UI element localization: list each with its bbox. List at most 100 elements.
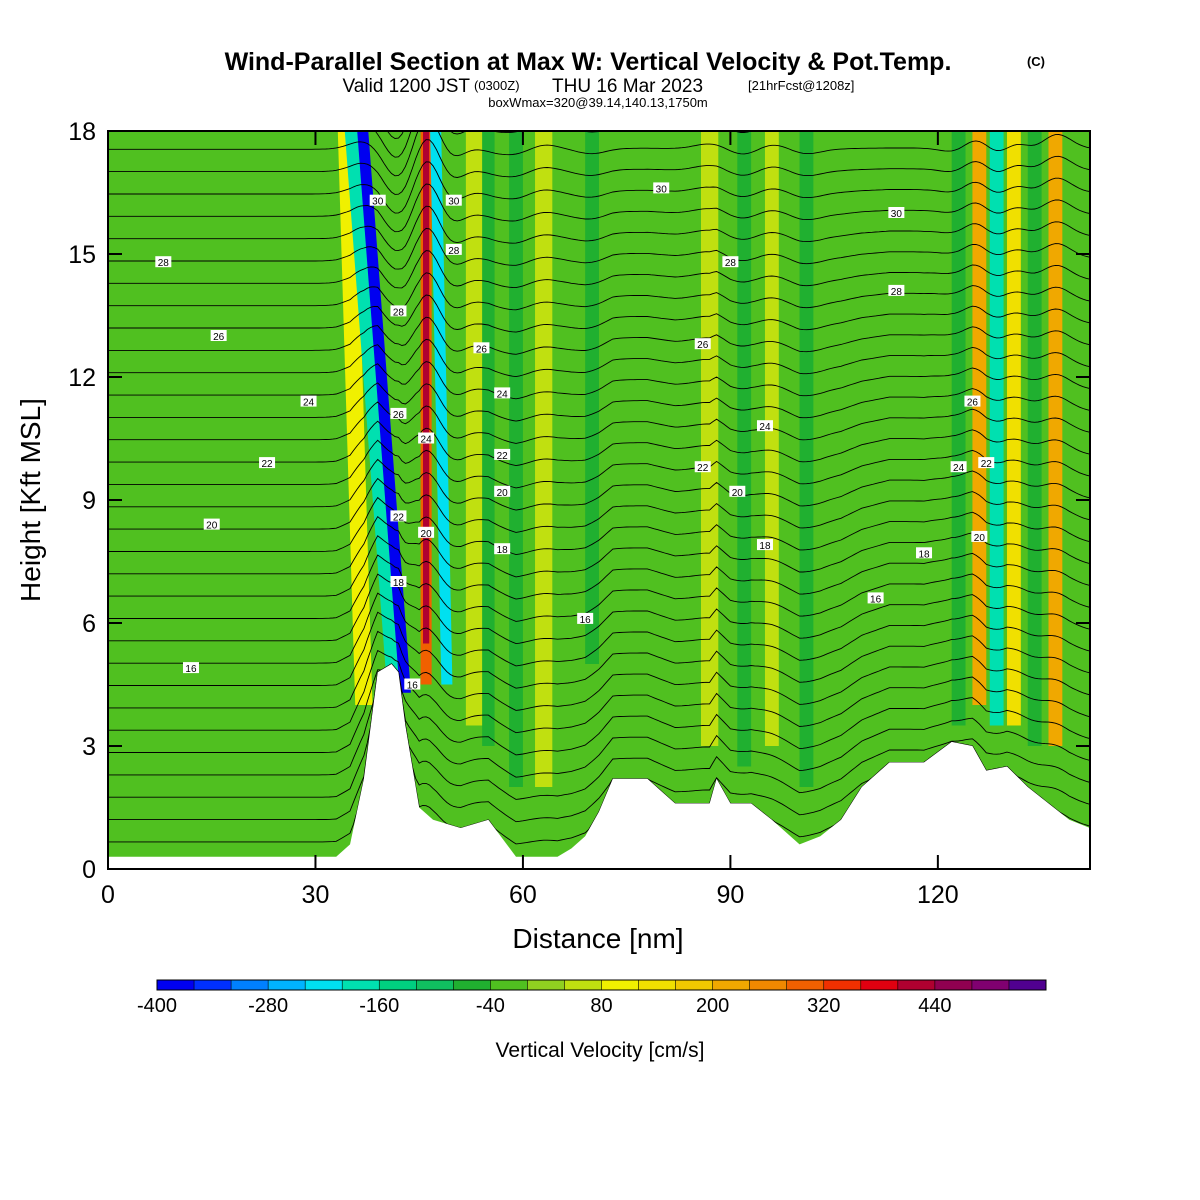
theta-contour (108, 663, 1090, 778)
theta-contour (108, 227, 1090, 270)
theta-contour (108, 630, 1090, 711)
contour-label-box (494, 485, 511, 497)
contour-label-box (694, 461, 711, 473)
contour-label-box (756, 420, 773, 432)
contour-label-box (390, 576, 407, 587)
contour-label-box (888, 284, 905, 296)
velocity-band (509, 131, 523, 787)
velocity-band (764, 131, 779, 746)
contour-label-box (978, 457, 995, 469)
x-tick-label: 30 (302, 881, 330, 909)
velocity-band (337, 131, 373, 705)
colorbar-swatch (268, 980, 306, 990)
velocity-band (430, 131, 453, 685)
contour-label-box (473, 342, 490, 354)
theta-contour (108, 338, 1090, 378)
theta-contour (108, 573, 1090, 645)
contour-label: 24 (494, 387, 511, 400)
contour-label: 16 (577, 612, 594, 626)
theta-contour (108, 611, 1090, 689)
contour-label-text: 28 (448, 246, 460, 257)
colorbar-title: Vertical Velocity [cm/s] (496, 1039, 705, 1062)
velocity-band (585, 131, 599, 664)
theta-contour (108, 139, 1090, 195)
contour-label: 26 (390, 407, 407, 421)
contour-label-box (203, 518, 220, 530)
colorbar-swatch (823, 980, 862, 990)
colorbar-swatch (231, 980, 269, 990)
contour-label-box (888, 207, 905, 218)
contour-label-box (494, 387, 511, 399)
contour-label: 22 (390, 510, 407, 523)
theta-contour (108, 516, 1090, 578)
colorbar-label: 200 (696, 995, 729, 1017)
theta-contour (108, 458, 1090, 511)
velocity-band (799, 131, 814, 787)
contour-label-text: 22 (497, 451, 509, 462)
contour-label-text: 24 (759, 422, 771, 433)
contour-label: 20 (203, 518, 220, 532)
contour-label-text: 18 (759, 541, 771, 552)
contour-label: 30 (369, 194, 386, 208)
contour-label-text: 16 (407, 681, 419, 692)
contour-label-box (577, 612, 594, 624)
y-tick-label: 6 (82, 610, 96, 638)
contour-label-text: 24 (303, 398, 315, 409)
theta-contour (108, 663, 1090, 800)
colorbar-swatch (897, 980, 936, 990)
contour-label-box (390, 407, 407, 419)
terrain (108, 664, 1090, 869)
box-wmax-info: boxWmax=320@39.14,140.13,1750m (488, 95, 708, 110)
colorbar-swatch (786, 980, 825, 990)
y-tick-label: 15 (68, 241, 96, 269)
contour-label-box (259, 457, 276, 469)
contour-label-text: 26 (697, 340, 709, 351)
contour-label-text: 20 (732, 488, 744, 499)
theta-contour (108, 361, 1090, 400)
contour-label-text: 22 (261, 459, 273, 470)
contour-label: 28 (390, 305, 407, 318)
contour-label-text: 16 (185, 664, 197, 675)
x-tick-label: 60 (509, 881, 537, 909)
contour-label-box (445, 243, 462, 255)
plot-area: 1620222426283028262218162420302826242220… (68, 118, 1091, 909)
colorbar: -400 -280 -160 -40 80 200 320 440 (137, 979, 1047, 1017)
contour-label-text: 26 (213, 332, 225, 343)
contour-label-box (404, 678, 421, 690)
contour-label-box (445, 194, 462, 206)
contour-label: 24 (950, 461, 967, 474)
contour-label: 28 (445, 243, 462, 257)
contour-label-box (210, 330, 227, 341)
contour-label-box (182, 662, 199, 674)
contour-label-box (964, 395, 981, 407)
contour-label: 26 (694, 338, 711, 351)
contour-label: 24 (418, 432, 435, 446)
colorbar-swatch (601, 980, 640, 990)
contour-label-text: 26 (476, 344, 488, 355)
contour-label-text: 22 (393, 512, 405, 523)
contour-label: 28 (888, 284, 905, 298)
axis-ticks: 0 30 60 90 120 0 3 6 9 12 15 18 (68, 118, 1090, 909)
contour-label-text: 30 (891, 209, 903, 220)
contour-label-text: 24 (497, 389, 509, 400)
velocity-band (423, 131, 430, 644)
forecast-info: [21hrFcst@1208z] (748, 78, 854, 93)
contour-label: 22 (494, 448, 511, 462)
colorbar-label: -400 (137, 995, 177, 1017)
contour-label-box (300, 395, 317, 407)
contour-label-box (971, 530, 988, 542)
contour-label: 16 (404, 678, 421, 692)
velocity-band (951, 131, 966, 726)
colorbar-swatch (527, 980, 565, 990)
contour-label: 24 (756, 420, 773, 433)
colorbar-swatch (342, 980, 380, 990)
theta-contour (108, 663, 1090, 756)
colorbar-swatch (157, 980, 195, 990)
theta-contour (108, 439, 1090, 489)
velocity-band (465, 131, 484, 726)
contour-label-text: 22 (697, 463, 709, 474)
contour-label: 16 (182, 662, 199, 675)
valid-date: THU 16 Mar 2023 (552, 76, 703, 97)
contour-label-box (155, 256, 172, 268)
colorbar-swatch (194, 980, 232, 990)
